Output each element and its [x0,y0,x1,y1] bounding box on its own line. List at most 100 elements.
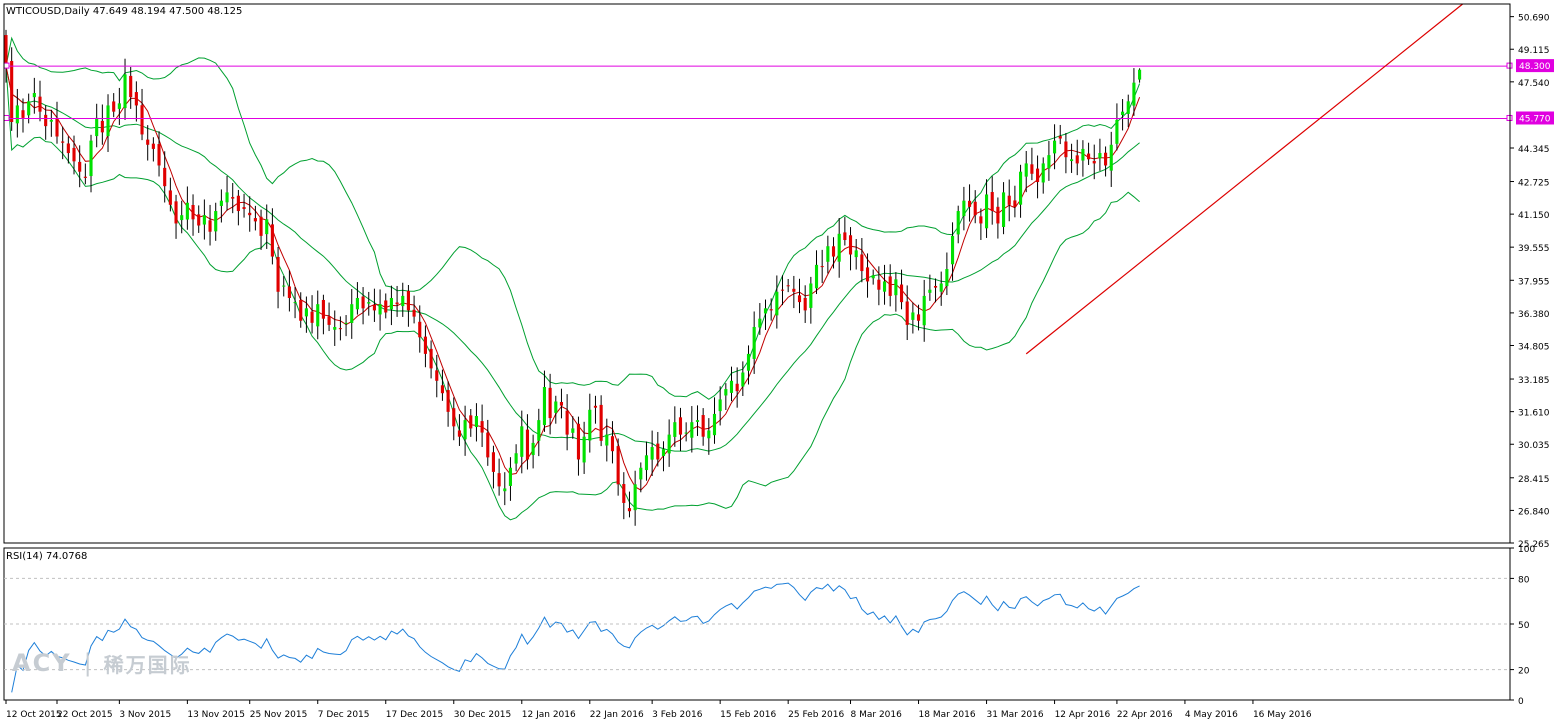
bollinger-upper-band [5,36,1141,400]
bear-candle [21,110,25,118]
bull-candle [633,484,637,511]
date-tick-label: 17 Dec 2015 [386,710,444,720]
bear-candle [55,117,59,137]
bear-candle [701,415,705,437]
bear-candle [1104,152,1108,166]
bear-candle [112,101,116,112]
bear-candle [616,446,620,485]
bull-candle [667,434,671,454]
bear-candle [905,301,909,325]
bear-candle [877,279,881,290]
bull-candle [871,275,875,279]
date-tick-label: 15 Feb 2016 [720,710,776,720]
bull-candle [707,430,711,439]
bear-candle [134,92,138,106]
bear-candle [78,161,82,172]
bear-candle [191,204,195,220]
bear-candle [299,299,303,321]
date-tick-label: 22 Oct 2015 [57,710,113,720]
chart-symbol-title: WTICOUSD,Daily 47.649 48.194 47.500 48.1… [6,6,242,17]
bull-candle [911,312,915,320]
bull-candle [463,420,467,440]
bull-candle [712,413,717,436]
date-tick-label: 31 Mar 2016 [987,710,1044,720]
bear-candle [174,201,178,224]
bear-candle [338,328,342,330]
bear-candle [973,201,977,216]
rsi-tick-label: 0 [1518,697,1524,707]
bear-candle [1092,160,1096,164]
date-tick-label: 3 Feb 2016 [652,710,703,720]
bear-candle [157,144,161,166]
date-tick-label: 12 Apr 2016 [1055,710,1111,720]
bear-candle [1030,164,1034,174]
bull-candle [571,428,575,433]
bull-candle [945,268,949,287]
bear-candle [996,206,1000,224]
bull-candle [95,117,99,137]
bear-candle [44,114,48,127]
date-tick-label: 4 May 2016 [1185,710,1238,720]
bull-candle [265,219,269,235]
bull-candle [1041,163,1045,183]
bear-candle [548,387,552,419]
price-tick-label: 50.690 [1518,14,1550,24]
level-price-label: 48.300 [1519,62,1551,72]
bull-candle [724,389,728,396]
bear-candle [599,404,603,441]
bear-candle [321,299,325,319]
bull-candle [333,326,337,330]
price-tick-label: 28.415 [1518,475,1550,485]
bear-candle [792,288,796,292]
bull-candle [367,302,371,304]
bear-candle [735,383,739,392]
bull-candle [729,380,734,393]
bull-candle [1081,148,1085,161]
level-price-tag [1516,111,1554,125]
bear-candle [270,224,274,257]
bull-candle [809,283,813,308]
bear-candle [440,385,444,394]
bear-candle [610,436,615,452]
bull-candle [15,105,19,124]
bull-candle [355,297,359,310]
bear-candle [486,432,490,458]
bear-candle [446,390,450,412]
bear-candle [480,421,484,433]
rsi-panel [11,582,1140,693]
bull-candle [582,436,586,463]
price-tick-label: 42.725 [1518,179,1550,189]
bull-candle [389,297,393,310]
bull-candle [185,202,189,220]
trend-line [1025,3,1464,355]
date-tick-label: 22 Jan 2016 [590,710,644,720]
bear-candle [146,139,150,145]
date-tick-label: 30 Dec 2015 [454,710,512,720]
bull-candle [650,447,654,460]
bull-candle [644,455,649,471]
bear-candle [248,212,252,216]
bull-candle [214,211,218,232]
bear-candle [66,143,70,154]
bear-candle [38,96,42,112]
bear-candle [860,254,864,272]
bull-candle [814,264,819,289]
bull-candle [117,103,121,109]
bull-candle [282,285,286,287]
bear-candle [780,289,785,291]
bull-candle [775,291,779,316]
price-tick-label: 31.610 [1518,409,1550,419]
horizontal-lines: 48.300 45.770 [3,59,1554,125]
axes: 50.690 49.115 47.540 44.345 42.725 41.150 39.5… [3,3,1550,720]
bear-candle [163,167,167,187]
bull-candle [673,422,677,437]
bull-candle [316,304,320,327]
bear-candle [1064,141,1068,158]
main-plot-frame [3,3,1511,544]
bull-candle [503,488,507,492]
bear-candle [1036,168,1040,183]
bear-candle [916,314,921,321]
rsi-tick-label: 80 [1518,575,1530,585]
date-tick-label: 8 Mar 2016 [851,710,903,720]
price-tick-label: 34.805 [1518,342,1550,352]
